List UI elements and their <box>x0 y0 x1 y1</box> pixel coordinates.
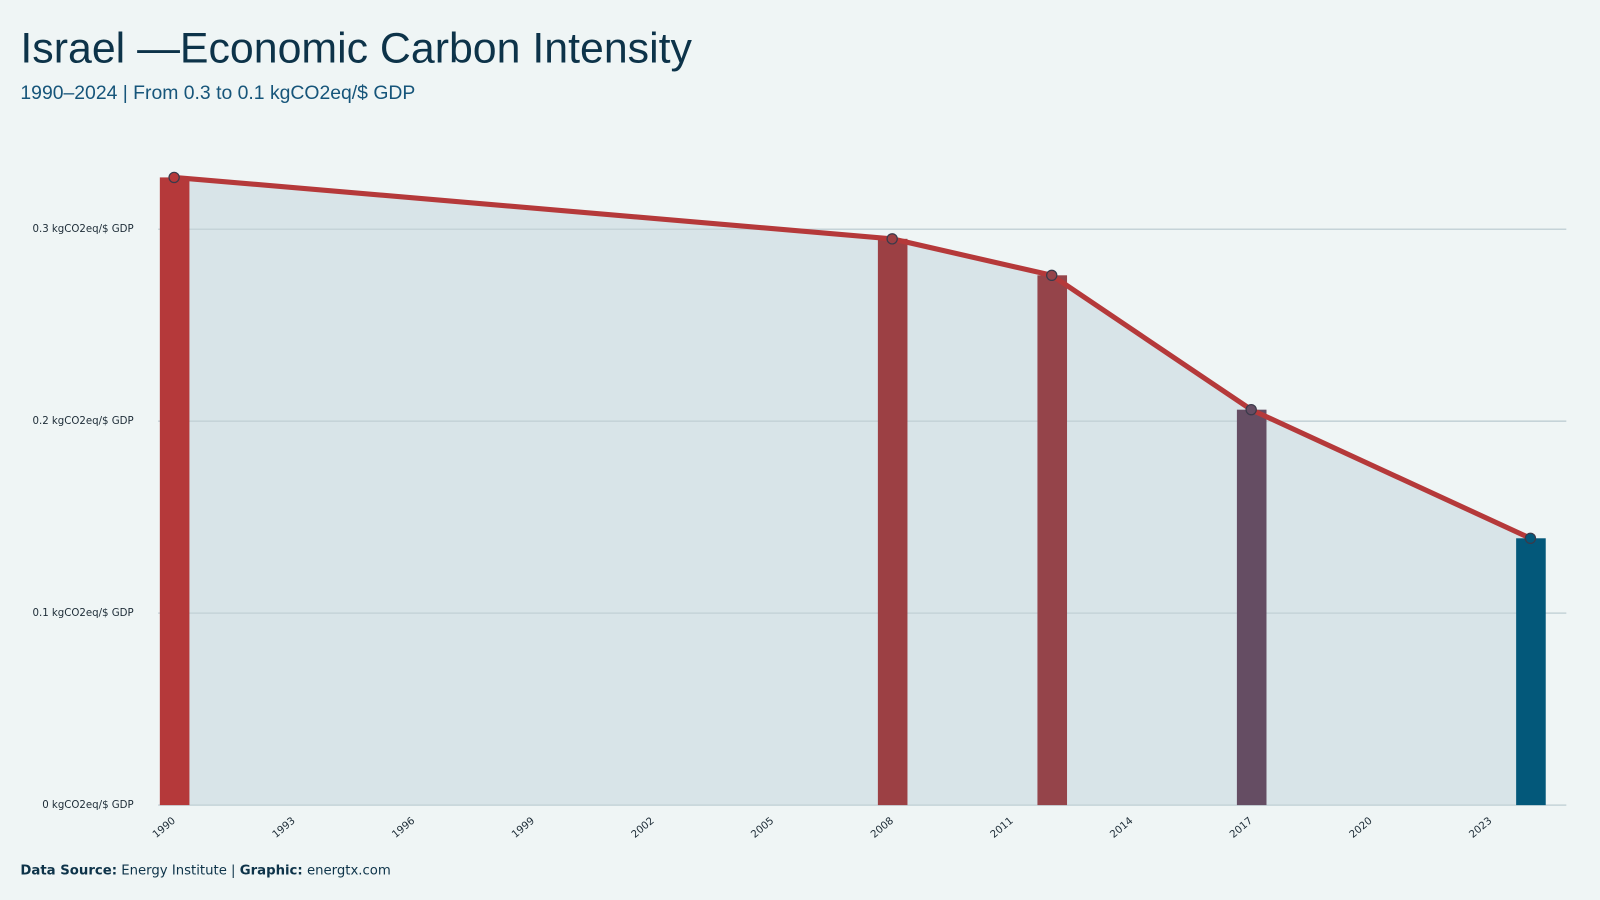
x-tick-label: 1993 <box>271 816 298 841</box>
point <box>168 171 180 184</box>
x-tick-label: 2017 <box>1228 816 1255 841</box>
point <box>1245 403 1257 416</box>
y-tick-label: 0.2 kgCO2eq/$ GDP <box>32 416 133 427</box>
x-tick-label: 1990 <box>151 816 178 841</box>
bar <box>1236 409 1267 806</box>
y-tick-label: 0.1 kgCO2eq/$ GDP <box>32 608 133 619</box>
source: Energy Institute | <box>121 863 235 878</box>
chart-title: Israel —Economic Carbon Intensity <box>20 24 692 72</box>
y-tick-label: 0 kgCO2eq/$ GDP <box>42 800 133 811</box>
point <box>1046 269 1058 282</box>
x-tick-label: 2014 <box>1108 816 1135 841</box>
credit: energtx.com <box>307 863 391 878</box>
point <box>1524 532 1537 544</box>
point <box>886 233 898 245</box>
y-tick-label: 0.3 kgCO2eq/$ GDP <box>32 224 133 235</box>
area <box>174 177 1531 806</box>
source-label: Data Source: <box>20 863 117 878</box>
x-tick-label: 2011 <box>989 816 1016 841</box>
chart-subtitle: 1990–2024 | From 0.3 to 0.1 kgCO2eq/$ GD… <box>20 82 415 104</box>
x-tick-label: 1996 <box>390 816 417 841</box>
x-tick-label: 2023 <box>1467 816 1494 841</box>
x-tick-label: 2002 <box>630 816 657 841</box>
x-tick-label: 2020 <box>1348 816 1375 841</box>
x-tick-label: 2005 <box>749 816 776 841</box>
x-tick-label: 1999 <box>510 816 537 841</box>
x-tick-label: 2008 <box>869 816 896 841</box>
bar <box>877 238 908 806</box>
footer: Data Source: Energy Institute | Graphic:… <box>20 863 390 878</box>
bar <box>159 177 190 806</box>
bar <box>1037 275 1068 806</box>
bar <box>1516 538 1546 806</box>
credit-label: Graphic: <box>240 863 303 878</box>
